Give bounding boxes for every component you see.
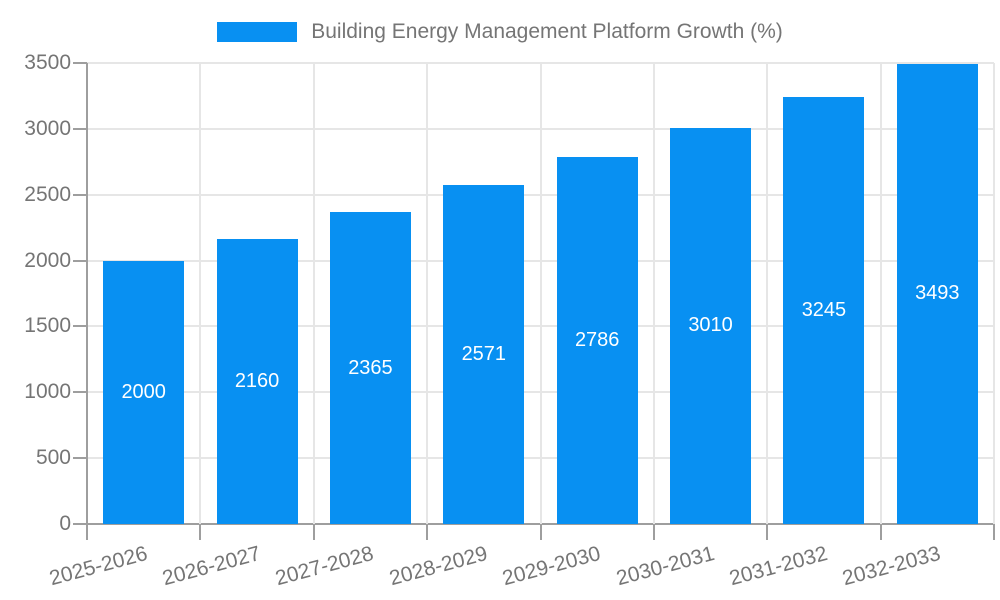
x-gridline (652, 63, 655, 524)
x-gridline (539, 63, 542, 524)
y-axis-label: 3500 (24, 51, 71, 74)
y-axis-label: 3000 (24, 116, 71, 140)
y-axis-tick (73, 127, 87, 130)
plot-area: 2000 2160 2365 2571 2786 3010 3245 3493 (86, 62, 995, 525)
bar[interactable]: 2786 (556, 157, 638, 524)
x-axis-tick (539, 524, 542, 540)
bar-value-label: 2000 (121, 380, 166, 403)
x-gridline (879, 63, 882, 524)
y-axis-tick (73, 62, 87, 64)
x-gridline (993, 63, 995, 524)
y-axis-tick (73, 523, 87, 525)
y-axis-label: 0 (59, 512, 71, 535)
y-axis-label: 500 (35, 446, 71, 470)
bar[interactable]: 3245 (783, 96, 865, 524)
x-axis-tick (86, 524, 88, 540)
y-axis-tick (73, 193, 87, 196)
bar[interactable]: 3493 (896, 63, 978, 524)
bar[interactable]: 2571 (443, 185, 525, 524)
y-axis-tick (73, 391, 87, 394)
x-axis-tick (199, 524, 202, 540)
bar-value-label: 3010 (688, 314, 733, 337)
x-axis-tick (879, 524, 882, 540)
y-axis-line (86, 63, 88, 524)
bar[interactable]: 3010 (670, 127, 752, 524)
x-axis-tick (652, 524, 655, 540)
legend: Building Energy Management Platform Grow… (0, 20, 1000, 44)
bar-value-label: 2160 (234, 370, 280, 393)
legend-swatch-icon (217, 22, 298, 42)
x-axis-tick (312, 524, 315, 540)
bar-value-label: 2786 (574, 329, 620, 351)
x-axis-tick (426, 524, 429, 540)
y-axis-label: 2000 (24, 248, 71, 272)
x-axis-tick (993, 524, 995, 540)
x-gridline (199, 63, 202, 524)
bar-value-label: 3245 (801, 298, 847, 321)
y-axis-tick (73, 325, 87, 328)
y-axis-label: 1500 (24, 314, 71, 338)
y-axis-tick (73, 457, 87, 460)
y-axis-label: 1000 (24, 380, 71, 404)
x-gridline (766, 63, 769, 524)
y-axis-label: 2500 (24, 182, 71, 206)
bar[interactable]: 2365 (329, 212, 411, 524)
x-gridline (426, 63, 429, 524)
legend-series-label: Building Energy Management Platform Grow… (311, 20, 783, 43)
bar-value-label: 2571 (461, 343, 507, 366)
x-gridline (312, 63, 315, 524)
bar[interactable]: 2160 (216, 239, 298, 524)
bar[interactable]: 2000 (103, 260, 185, 524)
y-axis-tick (73, 259, 87, 262)
bar-value-label: 3493 (915, 282, 960, 305)
bar-value-label: 2365 (348, 356, 393, 379)
x-axis-tick (766, 524, 769, 540)
